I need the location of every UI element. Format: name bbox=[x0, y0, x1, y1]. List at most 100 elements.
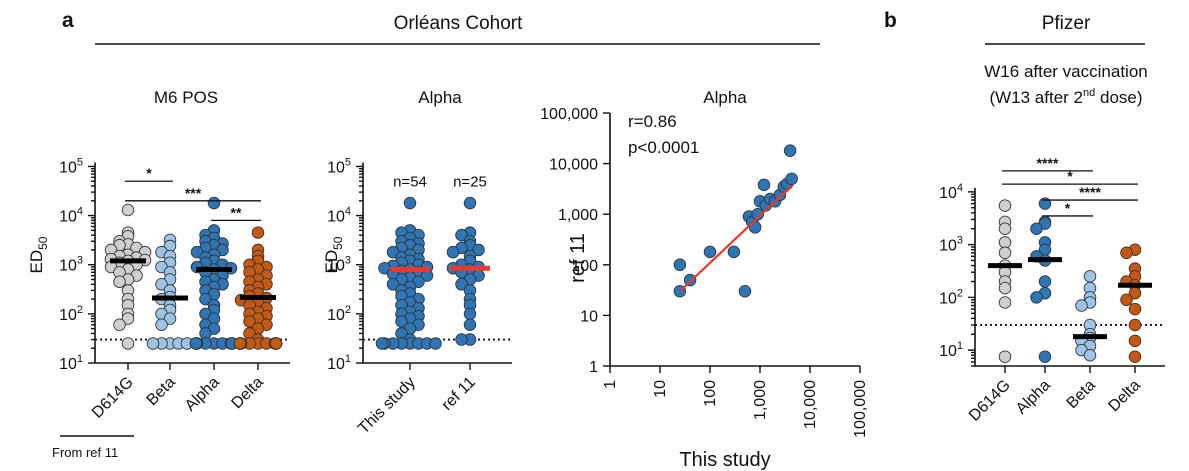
m6-y-tick-exp: 4 bbox=[77, 206, 83, 218]
alpha_cmp-point bbox=[472, 243, 485, 257]
pfizer-point bbox=[1030, 291, 1043, 304]
alpha_cmp-y-tick-base: 10 bbox=[327, 307, 345, 324]
pfizer-point bbox=[998, 199, 1012, 212]
alpha_cmp-y-tick-label: 103 bbox=[327, 255, 351, 275]
pfizer-sig-label: * bbox=[1065, 200, 1071, 216]
pfizer-x-tick-label: Delta bbox=[1105, 377, 1144, 416]
pfizer-x-tick-label: Beta bbox=[1064, 377, 1099, 412]
m6-point bbox=[155, 318, 168, 332]
m6-y-tick-exp: 2 bbox=[77, 304, 83, 316]
pfizer-point bbox=[1030, 222, 1043, 235]
pfizer-point bbox=[1083, 348, 1097, 362]
correlation-x-tick-label: 100 bbox=[702, 380, 719, 407]
alpha_cmp-y-tick-base: 10 bbox=[327, 159, 345, 176]
correlation-y-tick-label: 10 bbox=[580, 308, 598, 325]
pfizer-point bbox=[1128, 318, 1142, 332]
pfizer-y-tick-exp: 2 bbox=[957, 287, 963, 299]
pfizer-point bbox=[1075, 299, 1088, 312]
alpha_cmp-x-tick-label: This study bbox=[355, 374, 419, 438]
alpha_cmp-y-tick-exp: 2 bbox=[345, 304, 351, 316]
m6-point bbox=[251, 226, 265, 239]
alpha-cmp-ylabel-text: ED bbox=[322, 250, 341, 274]
m6-x-tick-label: Beta bbox=[144, 374, 179, 409]
correlation-y-tick-label: 1 bbox=[589, 359, 598, 376]
m6-y-tick-base: 10 bbox=[59, 258, 77, 275]
pfizer-sig-label: **** bbox=[1037, 155, 1059, 171]
pfizer-subtitle-pre: (W13 after 2 bbox=[989, 88, 1083, 107]
pfizer-y-tick-base: 10 bbox=[939, 343, 957, 360]
correlation-point bbox=[785, 172, 798, 186]
cohort-title: Orléans Cohort bbox=[394, 13, 524, 34]
correlation-x-tick-label: 1 bbox=[602, 380, 619, 389]
pfizer-y-tick-base: 10 bbox=[939, 238, 957, 255]
m6-y-tick-label: 104 bbox=[59, 206, 83, 226]
pfizer-point bbox=[1128, 350, 1142, 363]
pfizer-y-tick-label: 101 bbox=[939, 340, 963, 360]
m6-point bbox=[189, 337, 203, 350]
pfizer-y-tick-exp: 4 bbox=[957, 182, 963, 194]
m6-point bbox=[113, 318, 126, 332]
m6-point bbox=[113, 275, 126, 289]
m6-point bbox=[207, 196, 221, 210]
alpha_cmp-n-label: n=54 bbox=[393, 173, 427, 190]
alpha_cmp-y-tick-base: 10 bbox=[327, 258, 345, 275]
correlation-ylabel: ref 11 bbox=[567, 233, 589, 283]
alpha_cmp-point bbox=[463, 307, 477, 321]
alpha_cmp-point bbox=[429, 337, 442, 350]
pfizer-subtitle-1: W16 after vaccination bbox=[984, 62, 1147, 81]
m6-sig-label: * bbox=[146, 165, 152, 181]
correlation-point bbox=[757, 178, 771, 192]
alpha_cmp-y-tick-exp: 4 bbox=[345, 206, 351, 218]
alpha_cmp-point bbox=[455, 278, 468, 291]
m6-point bbox=[199, 292, 212, 306]
pfizer-point bbox=[1120, 293, 1133, 307]
m6-x-tick-label: Alpha bbox=[182, 374, 223, 415]
correlation-p: p<0.0001 bbox=[628, 138, 699, 157]
m6-y-tick-label: 101 bbox=[59, 353, 83, 373]
pfizer-x-tick-label: D614G bbox=[966, 377, 1014, 425]
alpha_cmp-y-tick-base: 10 bbox=[327, 356, 345, 373]
pfizer-point bbox=[998, 236, 1012, 249]
alpha_cmp-n-label: n=25 bbox=[453, 173, 487, 190]
alpha_cmp-point bbox=[403, 196, 417, 210]
alpha_cmp-y-tick-exp: 1 bbox=[345, 353, 351, 365]
alpha_cmp-y-tick-label: 104 bbox=[327, 206, 351, 226]
m6-y-tick-label: 103 bbox=[59, 255, 83, 275]
pfizer-point bbox=[998, 222, 1012, 235]
pfizer-point bbox=[998, 296, 1012, 309]
panel-a-letter: a bbox=[62, 9, 74, 32]
correlation-y-tick-label: 1,000 bbox=[558, 207, 598, 224]
correlation-x-tick-label: 100,000 bbox=[852, 380, 869, 438]
pfizer-y-tick-label: 104 bbox=[939, 182, 963, 202]
correlation-x-tick-label: 10 bbox=[652, 380, 669, 398]
pfizer-y-tick-exp: 1 bbox=[957, 340, 963, 352]
correlation-title: Alpha bbox=[703, 88, 747, 107]
m6-ylabel-text: ED bbox=[27, 250, 46, 274]
m6-ylabel: ED50 bbox=[27, 236, 50, 273]
alpha_cmp-y-tick-exp: 3 bbox=[345, 255, 351, 267]
pfizer-subtitle-sup: nd bbox=[1083, 87, 1095, 99]
m6-y-tick-label: 105 bbox=[59, 156, 83, 176]
alpha_cmp-point bbox=[455, 228, 468, 242]
correlation-point bbox=[738, 285, 752, 298]
alpha_cmp-y-tick-label: 102 bbox=[327, 304, 351, 324]
pfizer-y-tick-base: 10 bbox=[939, 290, 957, 307]
pfizer-title: Pfizer bbox=[1042, 13, 1091, 34]
m6-y-tick-exp: 5 bbox=[77, 156, 83, 168]
m6-y-tick-base: 10 bbox=[59, 209, 77, 226]
alpha_cmp-point bbox=[386, 278, 400, 291]
m6-point bbox=[233, 337, 247, 350]
m6-x-tick-label: D614G bbox=[89, 374, 137, 422]
alpha_cmp-x-tick-label: ref 11 bbox=[439, 374, 479, 414]
m6-ylabel-text-sub: 50 bbox=[36, 236, 50, 250]
m6-y-tick-base: 10 bbox=[59, 307, 77, 324]
m6-y-tick-label: 102 bbox=[59, 304, 83, 324]
alpha_cmp-y-tick-exp: 5 bbox=[345, 156, 351, 168]
alpha-cmp-ylabel-text-sub: 50 bbox=[331, 236, 345, 250]
correlation-point bbox=[751, 207, 764, 221]
alpha_cmp-point bbox=[463, 196, 477, 210]
pfizer-sig-label: * bbox=[1067, 168, 1073, 184]
pfizer-point bbox=[1128, 334, 1142, 348]
